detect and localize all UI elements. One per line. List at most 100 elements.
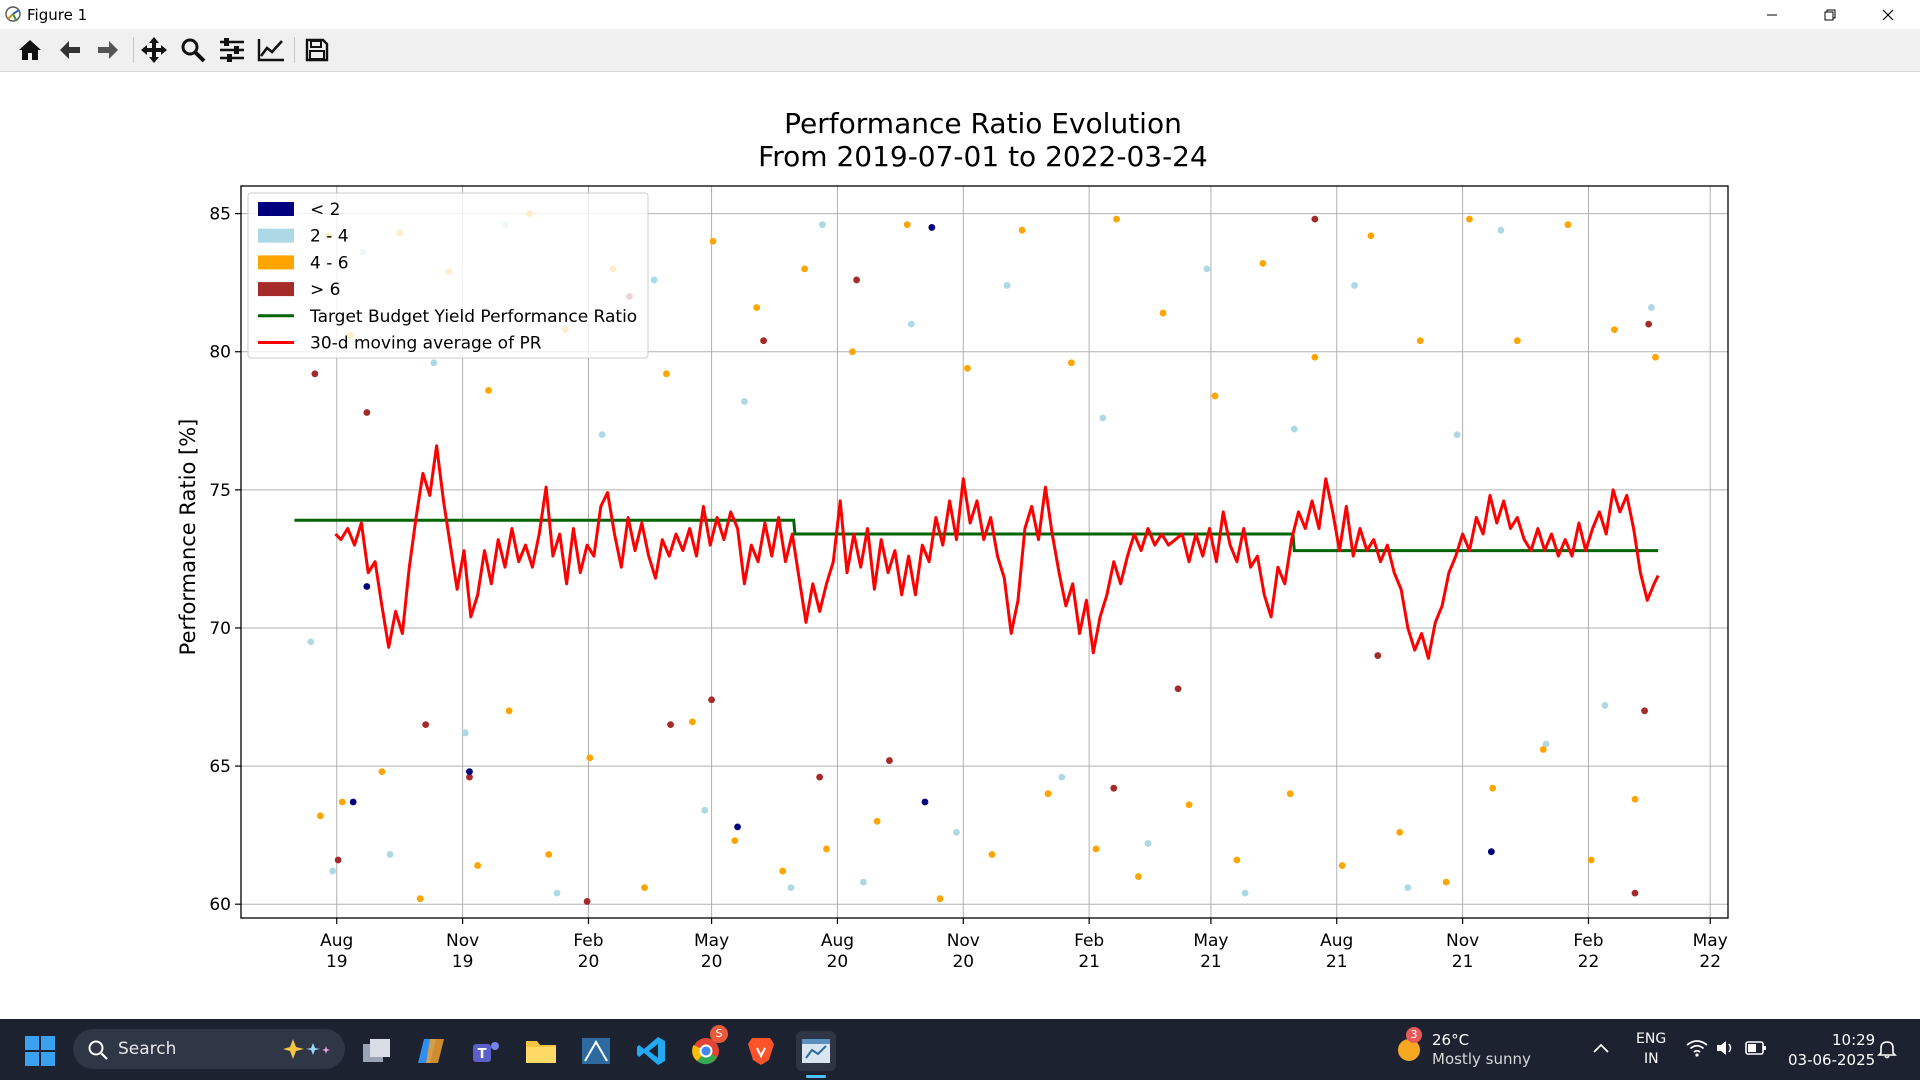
x-tick-label-year: 20	[827, 952, 849, 972]
search-icon	[88, 1040, 108, 1060]
copilot-icon	[418, 1039, 444, 1063]
scatter-point	[1513, 337, 1521, 345]
python-app[interactable]	[576, 1031, 616, 1071]
edit-axis-icon	[257, 39, 284, 62]
scatter-point	[349, 798, 357, 806]
weather-widget[interactable]: 3 26°C Mostly sunny	[1392, 1027, 1562, 1071]
x-tick-label-year: 21	[1452, 952, 1474, 972]
home-button[interactable]	[13, 34, 47, 66]
volume-icon[interactable]	[1716, 1039, 1736, 1057]
teams-app[interactable]: T	[466, 1031, 506, 1071]
window-titlebar: Figure 1	[0, 0, 1920, 29]
taskbar-search[interactable]: Search	[73, 1029, 345, 1069]
legend-swatch	[258, 255, 294, 270]
minimize-button[interactable]	[1743, 0, 1801, 29]
scatter-point	[1631, 795, 1639, 803]
scatter-point	[731, 837, 739, 845]
matplotlib-figure-app[interactable]	[796, 1031, 836, 1071]
figure-window-icon	[802, 1039, 830, 1063]
scatter-point	[907, 320, 915, 328]
clock-date[interactable]: 03-06-2025	[1788, 1051, 1876, 1069]
vscode-icon	[637, 1037, 665, 1065]
copilot-app[interactable]	[411, 1031, 451, 1071]
scatter-point	[1058, 773, 1066, 781]
active-app-indicator	[806, 1075, 826, 1078]
start-button[interactable]	[20, 1031, 60, 1071]
x-tick-label-year: 19	[452, 952, 474, 972]
configure-subplots-button[interactable]	[215, 34, 249, 66]
x-tick-label-year: 22	[1699, 952, 1721, 972]
y-tick-label: 75	[209, 481, 231, 501]
toolbar-separator	[294, 37, 295, 63]
scatter-point	[334, 856, 342, 864]
plot-frame	[240, 185, 1729, 919]
scatter-point	[545, 851, 553, 858]
wifi-icon[interactable]	[1686, 1039, 1708, 1057]
scatter-point	[779, 867, 787, 875]
scatter-point	[1564, 221, 1572, 229]
close-button[interactable]	[1859, 0, 1917, 29]
toolbar-separator	[133, 37, 134, 63]
scatter-point	[650, 276, 658, 284]
x-tick-label: Aug	[1320, 931, 1353, 951]
vscode-app[interactable]	[631, 1031, 671, 1071]
scatter-point	[849, 348, 856, 356]
battery-icon[interactable]	[1745, 1040, 1767, 1056]
notification-bell-icon[interactable]	[1877, 1039, 1897, 1059]
home-icon	[19, 40, 41, 60]
scatter-point	[338, 798, 346, 806]
forward-button[interactable]	[91, 34, 125, 66]
zoom-button[interactable]	[176, 34, 210, 66]
scatter-point	[586, 754, 594, 762]
scatter-point	[1497, 226, 1505, 234]
chrome-app[interactable]: S	[686, 1025, 728, 1071]
x-tick-label: May	[1693, 931, 1728, 951]
scatter-point	[760, 337, 767, 345]
pan-button[interactable]	[137, 34, 171, 66]
language-line2[interactable]: IN	[1644, 1051, 1659, 1067]
search-label: Search	[118, 1039, 177, 1059]
scatter-point	[1110, 784, 1118, 792]
language-line1[interactable]: ENG	[1636, 1031, 1667, 1047]
scatter-point	[1286, 790, 1294, 798]
x-tick-label-year: 21	[1326, 952, 1348, 972]
scatter-point	[466, 773, 473, 781]
back-arrow-icon	[60, 41, 80, 59]
scatter-point	[1645, 320, 1653, 328]
scatter-point	[1641, 707, 1648, 715]
clock-time[interactable]: 10:29	[1832, 1031, 1876, 1049]
x-tick-label: May	[1193, 931, 1228, 951]
scatter-point	[708, 696, 715, 704]
scatter-point	[316, 812, 324, 820]
scatter-point	[816, 773, 824, 781]
figure-canvas[interactable]: Performance Ratio Evolution From 2019-07…	[0, 72, 1920, 1019]
save-button[interactable]	[300, 34, 334, 66]
chevron-up-icon[interactable]	[1592, 1041, 1610, 1055]
copilot-sparkle-icon	[283, 1039, 330, 1059]
back-button[interactable]	[53, 34, 87, 66]
scatter-point	[430, 359, 438, 367]
zoom-icon	[181, 38, 206, 63]
teams-icon: T	[473, 1042, 499, 1062]
taskbar: Search T S 3 26°C Mostly sunny ENG IN 10…	[0, 1019, 1920, 1080]
file-explorer-app[interactable]	[521, 1031, 561, 1071]
brave-app[interactable]	[741, 1031, 781, 1071]
scatter-point	[1487, 848, 1495, 856]
y-tick-label: 70	[209, 619, 231, 639]
x-tick-label-year: 22	[1578, 952, 1600, 972]
legend-label: 2 - 4	[310, 227, 349, 247]
task-view-button[interactable]	[357, 1031, 397, 1071]
y-tick-label: 65	[209, 757, 231, 777]
scatter-point	[1611, 326, 1618, 334]
scatter-point	[1489, 784, 1497, 792]
restore-button[interactable]	[1801, 0, 1859, 29]
windows-start-icon	[25, 1036, 55, 1066]
x-tick-label-year: 20	[578, 952, 600, 972]
edit-axis-button[interactable]	[254, 34, 288, 66]
x-tick-label-year: 21	[1200, 952, 1222, 972]
y-tick-label: 80	[209, 343, 231, 363]
scatter-point	[1453, 431, 1461, 439]
scatter-point	[1351, 282, 1358, 289]
scatter-point	[709, 237, 717, 245]
window-title: Figure 1	[27, 6, 88, 24]
